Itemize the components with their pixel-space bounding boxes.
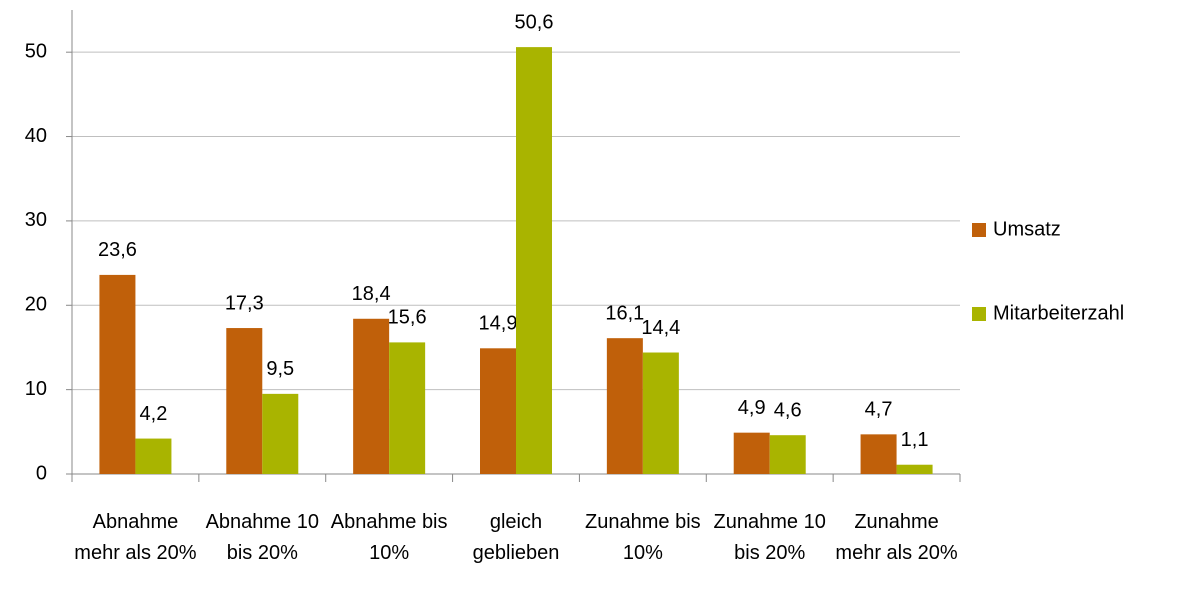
bar (262, 393, 299, 474)
bar (642, 352, 679, 474)
y-tick-label: 0 (36, 462, 47, 484)
x-tick-label: Zunahme bis 10% (585, 511, 701, 564)
data-label: 1,1 (901, 429, 929, 451)
bar (480, 348, 516, 474)
data-label: 9,5 (266, 358, 294, 380)
data-label: 23,6 (98, 239, 137, 261)
x-tick-label: gleich geblieben (472, 511, 560, 564)
data-label: 4,9 (738, 397, 766, 419)
bar (226, 328, 263, 474)
data-label: 4,7 (865, 399, 893, 421)
legend-label: Umsatz (993, 218, 1061, 240)
bar (860, 434, 897, 474)
y-tick-label: 40 (25, 125, 47, 147)
data-label: 50,6 (515, 11, 554, 33)
x-tick-label: Abnahme bis 10% (330, 511, 448, 564)
bar (606, 338, 643, 474)
legend-swatch (972, 223, 986, 237)
data-label: 4,6 (774, 399, 802, 421)
y-tick-label: 50 (25, 40, 47, 62)
y-tick-label: 10 (25, 378, 47, 400)
bar (769, 435, 806, 474)
data-label: 14,4 (641, 317, 680, 339)
bar (516, 47, 552, 475)
bar (353, 318, 390, 474)
data-label: 16,1 (605, 302, 644, 324)
x-tick-label: Zunahme 10 bis 20% (713, 511, 826, 564)
bar (896, 464, 933, 474)
data-label: 15,6 (388, 307, 427, 329)
y-tick-label: 30 (25, 209, 47, 231)
data-label: 14,9 (479, 313, 518, 335)
bar (99, 274, 136, 474)
x-tick-label: Abnahme 10 bis 20% (205, 511, 319, 564)
bar (135, 438, 172, 474)
legend-swatch (972, 307, 986, 321)
legend-label: Mitarbeiterzahl (993, 302, 1124, 324)
data-label: 18,4 (352, 283, 391, 305)
data-label: 17,3 (225, 292, 264, 314)
x-tick-label: Abnahme mehr als 20% (74, 511, 197, 564)
bar (733, 432, 770, 474)
bar (389, 342, 426, 474)
data-label: 4,2 (140, 403, 168, 425)
x-tick-label: Zunahme mehr als 20% (835, 511, 958, 564)
y-tick-label: 20 (25, 294, 47, 316)
